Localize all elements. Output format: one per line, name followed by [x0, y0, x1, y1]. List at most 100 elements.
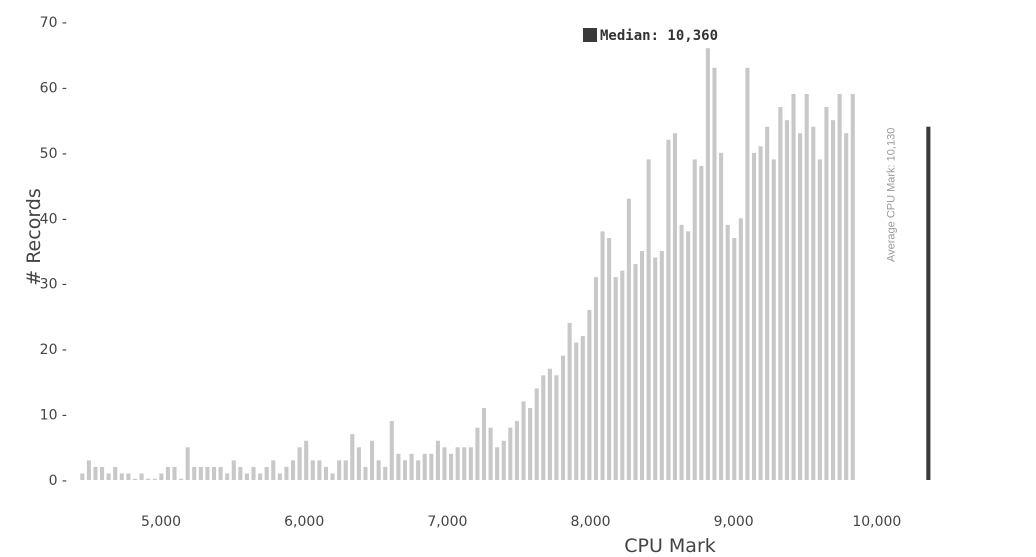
bar	[600, 231, 605, 480]
bar	[501, 440, 506, 480]
average-annotation: Average CPU Mark: 10,130	[885, 128, 897, 262]
bar	[541, 375, 546, 480]
y-tick-label: 40 -	[40, 211, 67, 227]
bar	[389, 421, 394, 480]
bar	[475, 427, 480, 480]
x-tick-label: 5,000	[141, 514, 181, 530]
bar	[435, 440, 440, 480]
bar	[350, 434, 355, 480]
bar	[659, 251, 664, 480]
bar	[310, 460, 315, 480]
bar	[416, 460, 421, 480]
bar	[580, 336, 585, 480]
bar	[179, 478, 184, 480]
bar	[363, 466, 368, 480]
bar	[495, 447, 500, 480]
bar	[113, 466, 118, 480]
bar	[317, 460, 322, 480]
bar	[705, 48, 710, 481]
bar	[521, 401, 526, 480]
y-axis-ticks: 0 - 10 - 20 - 30 - 40 - 50 - 60 - 70 -	[40, 15, 67, 489]
bar	[574, 342, 579, 480]
bar	[205, 466, 210, 480]
y-tick-label: 50 -	[40, 146, 67, 162]
bar	[330, 473, 335, 480]
bar	[554, 375, 559, 480]
bar	[159, 473, 164, 480]
bar	[666, 139, 671, 480]
bar	[560, 355, 566, 480]
bar	[211, 466, 217, 480]
x-axis-title: CPU Mark	[624, 535, 716, 557]
bar	[93, 466, 98, 480]
bar	[290, 460, 296, 480]
x-tick-label: 8,000	[570, 514, 610, 530]
bar	[277, 473, 282, 480]
bar	[343, 460, 348, 480]
bar	[534, 388, 539, 480]
bar	[508, 427, 513, 480]
bar	[679, 224, 684, 480]
bar	[165, 466, 170, 480]
bar	[139, 473, 144, 480]
y-axis-title: # Records	[23, 188, 45, 286]
bar	[514, 421, 519, 480]
y-tick-label: 0 -	[49, 473, 67, 489]
bar	[376, 460, 381, 480]
bar	[323, 466, 328, 480]
bar	[587, 309, 592, 480]
bar	[422, 453, 427, 480]
bar	[758, 146, 763, 480]
bar	[844, 133, 849, 481]
bar	[784, 120, 789, 480]
bar	[429, 453, 434, 480]
x-tick-label: 6,000	[284, 514, 324, 530]
bar	[396, 453, 401, 480]
legend-swatch	[583, 28, 597, 42]
bar	[732, 237, 737, 480]
bar	[251, 466, 256, 480]
x-tick-label: 10,000	[852, 514, 901, 530]
bar	[231, 460, 236, 480]
bar	[297, 447, 302, 480]
bar	[745, 67, 750, 481]
bar	[126, 473, 131, 480]
bar	[817, 159, 822, 480]
bar	[811, 126, 816, 480]
legend: Median: 10,360	[583, 28, 718, 44]
bar	[468, 447, 473, 480]
bar	[370, 440, 375, 480]
x-tick-label: 9,000	[714, 514, 754, 530]
bars-group	[80, 48, 931, 481]
x-tick-label: 7,000	[427, 514, 467, 530]
bar	[837, 93, 842, 480]
bar	[567, 322, 572, 480]
bar	[798, 133, 803, 481]
y-tick-label: 60 -	[40, 80, 67, 96]
bar	[337, 460, 342, 480]
bar	[850, 93, 855, 480]
bar	[442, 447, 447, 480]
bar	[613, 277, 618, 480]
bar	[132, 478, 138, 480]
bar	[218, 466, 223, 480]
bar	[692, 159, 697, 480]
bar	[304, 440, 309, 480]
bar	[738, 218, 743, 481]
bar	[198, 466, 203, 480]
bar	[686, 231, 691, 480]
bar	[146, 478, 151, 480]
bar	[86, 460, 91, 480]
bar	[824, 107, 829, 480]
bar	[152, 478, 157, 480]
bar	[356, 447, 361, 480]
median-bar	[926, 126, 931, 480]
bar	[383, 466, 388, 480]
bar	[646, 159, 651, 480]
bar	[771, 159, 776, 480]
bar	[672, 133, 678, 481]
bar	[593, 277, 598, 480]
bar	[462, 447, 467, 480]
bar	[712, 67, 717, 481]
